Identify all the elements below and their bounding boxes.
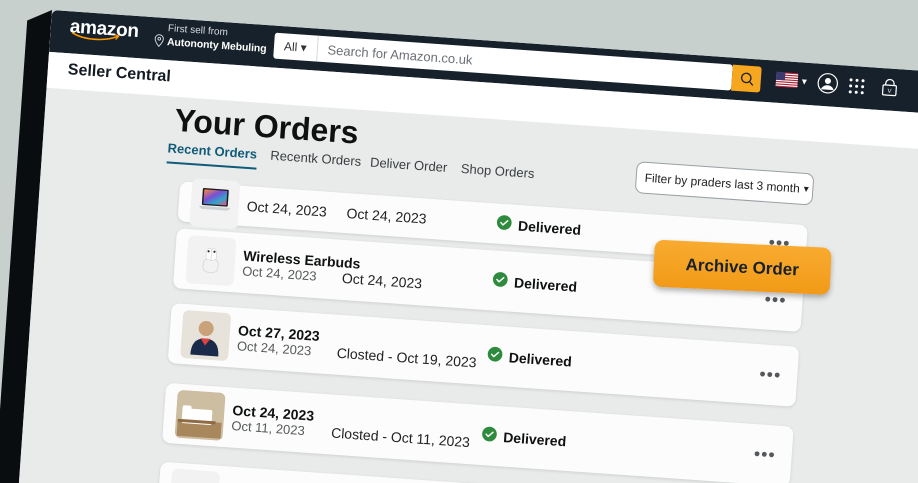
svg-text:V: V (887, 89, 891, 95)
